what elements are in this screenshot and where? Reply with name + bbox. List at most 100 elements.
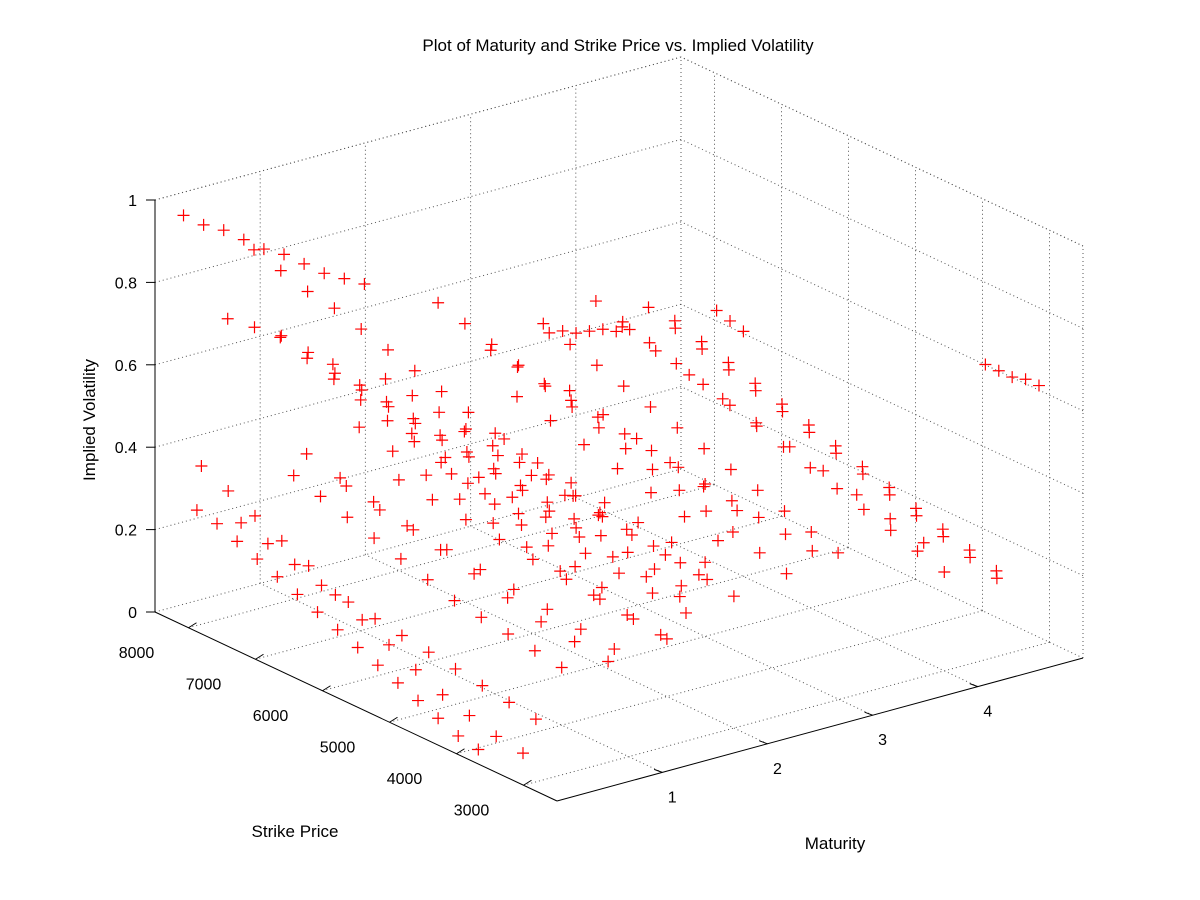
- data-point-marker: [433, 406, 446, 419]
- data-point-marker: [452, 729, 465, 742]
- wall-grid-z-back: [154, 221, 682, 366]
- data-point-marker: [369, 612, 382, 625]
- data-point-marker: [197, 218, 210, 231]
- data-point-marker: [587, 589, 600, 602]
- strike-tick: [255, 653, 264, 660]
- data-point-marker: [407, 412, 420, 425]
- data-point-marker: [674, 556, 687, 569]
- data-point-marker: [275, 534, 288, 547]
- data-point-marker: [513, 456, 526, 469]
- data-point-marker: [630, 432, 643, 445]
- data-point-marker: [401, 519, 414, 532]
- data-point-marker: [544, 414, 557, 427]
- data-point-marker: [619, 442, 632, 455]
- data-point-marker: [621, 546, 634, 559]
- data-point-marker: [535, 615, 548, 628]
- data-point-marker: [301, 352, 314, 365]
- data-point-marker: [592, 421, 605, 434]
- strike-tick: [456, 748, 465, 755]
- data-point-marker: [560, 573, 573, 586]
- data-point-marker: [461, 477, 474, 490]
- data-point-marker: [237, 233, 250, 246]
- data-point-marker: [591, 411, 604, 424]
- data-point-marker: [217, 224, 230, 237]
- data-point-marker: [780, 567, 793, 580]
- data-point-marker: [491, 449, 504, 462]
- z-tick-label: 0.8: [115, 275, 137, 292]
- wall-grid-z-right: [680, 56, 1084, 247]
- data-point-marker: [697, 378, 710, 391]
- data-point-marker: [727, 590, 740, 603]
- data-point-marker: [287, 469, 300, 482]
- data-point-marker: [298, 257, 311, 270]
- data-point-marker: [493, 533, 506, 546]
- data-point-marker: [507, 583, 520, 596]
- data-point-marker: [680, 606, 692, 619]
- data-point-marker: [722, 356, 735, 369]
- data-point-marker: [654, 628, 667, 641]
- data-point-marker: [328, 367, 341, 380]
- data-point-marker: [564, 338, 577, 351]
- data-point-marker: [625, 529, 638, 542]
- data-point-marker: [555, 661, 568, 674]
- strike-tick: [322, 685, 331, 692]
- data-point-marker: [857, 503, 870, 516]
- data-point-marker: [392, 473, 405, 486]
- data-point-marker: [595, 581, 608, 594]
- data-point-marker: [596, 323, 609, 336]
- wall-grid-z-back: [154, 468, 682, 613]
- data-point-marker: [382, 343, 394, 356]
- data-point-marker: [646, 463, 659, 476]
- maturity-tick: [759, 740, 768, 745]
- data-point-marker: [565, 476, 578, 489]
- data-point-marker: [422, 646, 435, 659]
- data-point-marker: [753, 546, 766, 559]
- data-point-marker: [829, 439, 842, 452]
- data-point-marker: [462, 406, 475, 419]
- data-point-marker: [355, 383, 368, 396]
- data-point-marker: [302, 559, 315, 572]
- data-point-marker: [462, 450, 475, 463]
- data-point-marker: [566, 400, 579, 413]
- grid-lines: [154, 56, 1084, 786]
- y-axis-label: Strike Price: [252, 822, 339, 841]
- data-point-marker: [408, 364, 421, 377]
- maturity-axis-line: [556, 657, 1084, 802]
- data-point-marker: [570, 327, 583, 340]
- data-point-marker: [692, 568, 705, 581]
- data-point-marker: [315, 579, 328, 592]
- data-point-marker: [373, 503, 386, 516]
- data-point-marker: [578, 438, 590, 451]
- data-point-marker: [381, 414, 394, 427]
- data-point-marker: [302, 346, 315, 359]
- maturity-tick: [969, 683, 978, 688]
- data-point-marker: [752, 511, 765, 524]
- data-point-marker: [751, 484, 764, 497]
- data-point-marker: [338, 272, 351, 285]
- data-point-marker: [474, 563, 487, 576]
- data-point-marker: [274, 331, 287, 344]
- data-point-marker: [543, 505, 556, 518]
- data-point-marker: [779, 528, 792, 541]
- data-point-marker: [436, 434, 449, 447]
- data-point-marker: [341, 511, 354, 524]
- data-point-marker: [632, 516, 645, 529]
- data-point-marker: [331, 623, 344, 636]
- data-point-marker: [675, 579, 688, 592]
- data-point-marker: [725, 494, 738, 507]
- data-point-marker: [501, 591, 514, 604]
- data-point-marker: [783, 440, 796, 453]
- data-point-marker: [526, 553, 539, 566]
- data-point-marker: [700, 505, 713, 518]
- data-point-marker: [672, 461, 685, 474]
- data-point-marker: [699, 556, 712, 569]
- data-point-marker: [329, 588, 342, 601]
- data-point-marker: [516, 448, 528, 461]
- wall-grid-z-back: [154, 138, 682, 283]
- data-point-marker: [367, 495, 380, 508]
- top-back-edge: [154, 56, 682, 201]
- data-point-marker: [539, 511, 552, 524]
- data-point-marker: [458, 425, 471, 438]
- data-point-marker: [328, 302, 341, 315]
- data-point-marker: [683, 368, 696, 381]
